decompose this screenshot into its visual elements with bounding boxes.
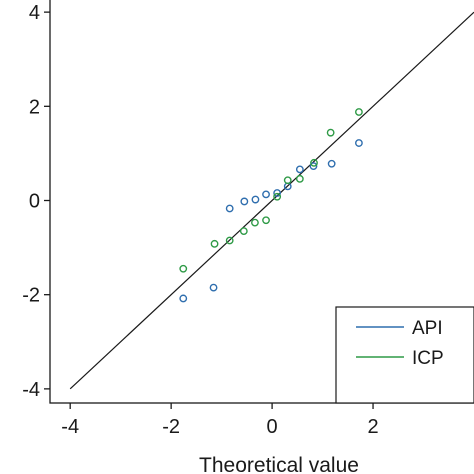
reference-line [69,11,474,390]
point-icp-0 [179,264,188,273]
point-api-1 [209,283,218,292]
y-tick-label-4: -4 [22,379,40,401]
point-icp-11 [355,108,363,116]
point-icp-5 [262,216,270,225]
point-api-11 [355,139,363,147]
point-icp-6 [273,192,282,201]
point-icp-8 [295,174,304,183]
legend: API ICP [335,306,474,404]
y-tick-label-0: 4 [29,2,40,24]
point-icp-1 [210,239,219,248]
point-icp-3 [239,227,248,236]
point-api-10 [327,159,336,168]
point-api-9 [309,162,318,171]
point-icp-9 [310,158,318,167]
legend-label-api: API [412,318,443,339]
point-api-0 [179,294,188,303]
point-icp-7 [283,176,292,185]
point-api-8 [295,165,304,174]
x-axis-label: Theoretical value [199,454,359,474]
legend-label-icp: ICP [412,348,444,369]
y-tick-label-2: 0 [29,191,40,213]
legend-box [335,306,474,404]
x-tick-label-0: -4 [61,416,79,438]
point-icp-2 [225,236,234,245]
point-icp-4 [251,218,259,227]
point-api-2 [225,204,234,213]
point-api-4 [251,195,260,204]
ticks-layer: 4 2 0 -2 -4 -4 -2 0 2 [22,2,378,438]
point-api-6 [273,189,282,197]
point-api-3 [240,197,249,206]
y-tick-label-3: -2 [22,285,40,307]
points-layer [179,108,363,303]
x-tick-label-1: -2 [162,416,180,438]
plot-frame [49,0,474,404]
point-icp-10 [326,128,335,137]
x-tick-label-3: 2 [367,416,378,438]
reference-line-layer [69,11,474,390]
point-api-5 [262,190,270,199]
y-tick-label-1: 2 [29,96,40,118]
x-tick-label-2: 0 [267,416,278,438]
